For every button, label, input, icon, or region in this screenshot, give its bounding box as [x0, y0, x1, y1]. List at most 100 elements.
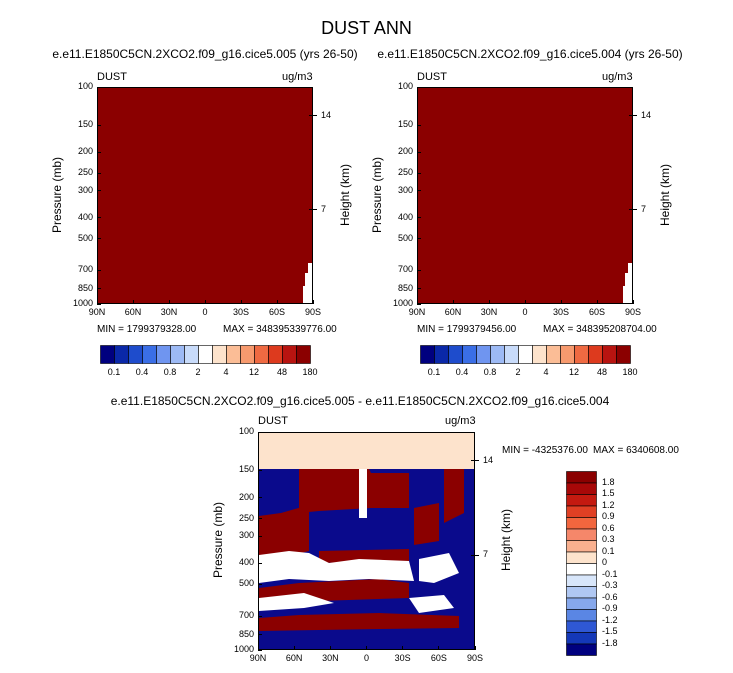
panel-2-colorbar-swatch: [532, 345, 547, 364]
panel-2-colorbar-swatch: [602, 345, 617, 364]
panel-1-xtick-mark: [168, 300, 170, 304]
panel-1-colorbar-label: 0.1: [107, 367, 121, 377]
panel-2-ytick-label: 400: [397, 211, 413, 222]
panel-3-xtick-label: 60S: [430, 653, 447, 663]
panel-2-xtick-mark: [488, 300, 490, 304]
panel-1-left-corner: DUST: [97, 71, 127, 83]
panel-1-colorbar: 0.1 0.4 0.8 2 4 12 48 180: [100, 345, 318, 377]
panel-3-xtick-mark: [366, 646, 367, 650]
panel-3-upper-band: [259, 433, 474, 469]
panel-3-ytick-mark: [258, 469, 262, 471]
panel-3-red-block-2: [299, 469, 409, 513]
panel-1-ytick-label: 200: [77, 146, 93, 157]
panel-1-colorbar-swatch: [114, 345, 129, 364]
panel-3-ytick-mark: [258, 583, 262, 585]
panel-1-xtick-mark: [240, 300, 242, 304]
panel-3-colorbar-swatches: [566, 471, 597, 656]
panel-2-colorbar-swatch: [518, 345, 533, 364]
panel-1-xtick-mark: [276, 300, 278, 304]
panel-3-white-band-2: [419, 553, 459, 583]
panel-1-xtick-label: 60N: [124, 307, 142, 317]
panel-3-colorbar-swatch: [566, 540, 597, 553]
panel-2-colorbar-swatch: [476, 345, 491, 364]
panel-3-ytick-mark: [258, 562, 262, 564]
panel-3-colorbar-swatch: [566, 574, 597, 587]
panel-2-ytick-mark: [417, 303, 421, 305]
panel-1-xtick-label: 30N: [160, 307, 178, 317]
panel-2-fill: [418, 88, 632, 303]
panel-1-ytick-label: 500: [77, 232, 93, 243]
panel-2-ytick-label: 500: [397, 232, 413, 243]
panel-2-xtick-label: 90N: [408, 307, 426, 317]
panel-1-ytick-mark: [97, 124, 101, 126]
panel-2-xtick-label: 0: [522, 307, 528, 317]
panel-2-ytick-mark: [417, 217, 421, 219]
panel-3-left-corner: DUST: [258, 415, 288, 427]
panel-3-colorbar-swatch: [566, 597, 597, 610]
panel-1-colorbar-label: 2: [195, 367, 201, 377]
panel-1-missing-region: [303, 263, 312, 303]
panel-2-colorbar-label: 0.4: [455, 367, 469, 377]
panel-1-ytick-mark: [97, 303, 101, 305]
panel-2-ylabel: Pressure (mb): [370, 157, 384, 234]
panel-3-red-block-5: [259, 613, 459, 631]
panel-3-ytick-label: 300: [238, 530, 254, 540]
panel-2-y2tick-mark: [629, 115, 637, 117]
panel-2-colorbar-swatch: [504, 345, 519, 364]
panel-1-colorbar-swatch: [128, 345, 143, 364]
panel-1-xtick-mark: [132, 300, 134, 304]
panel-3-white-band-3: [259, 593, 334, 611]
panel-3-colorbar-swatch: [566, 620, 597, 633]
panel-1-xtick-label: 60S: [268, 307, 285, 317]
panel-3-colorbar: 1.8 1.5 1.2 0.9 0.6 0.3 0.1 0 -0.1 -0.3 -0.6 -0.9 -1…: [566, 471, 618, 656]
panel-3-ytick-label: 150: [238, 464, 254, 475]
panel-2-colorbar-swatches: [420, 345, 631, 364]
panel-1-ytick-mark: [97, 190, 101, 192]
panel-3-title: e.e11.E1850C5CN.2XCO2.f09_g16.cice5.005 …: [110, 394, 610, 408]
panel-3-y2tick-label: 7: [483, 549, 489, 560]
panel-1-min: MIN = 1799379328.00: [97, 324, 197, 335]
panel-3-colorbar-swatch: [566, 643, 597, 656]
panel-2-y2label: Height (km): [658, 164, 672, 227]
panel-2-xtick-mark: [416, 300, 418, 304]
panel-1-y2tick-label: 14: [321, 109, 332, 120]
panel-3-colorbar-swatch: [566, 471, 597, 484]
panel-3-colorbar-label: -0.6: [602, 591, 618, 602]
panel-1-xtick-mark: [96, 300, 98, 304]
panel-3-xtick-label: 0: [363, 653, 369, 663]
panel-1-xtick-label: 30S: [232, 307, 249, 317]
panel-1-colorbar-swatch: [142, 345, 157, 364]
panel-3-white-band-4: [409, 595, 454, 613]
panel-1-ytick-mark: [97, 151, 101, 153]
panel-1-colorbar-swatch: [170, 345, 185, 364]
panel-1-y2tick-label: 7: [321, 203, 327, 214]
panel-1-ytick-label: 100: [77, 81, 93, 91]
panel-2-colorbar-swatch: [462, 345, 477, 364]
panel-2-y2tick-label: 7: [641, 203, 647, 214]
panel-3-colorbar-label: 0.6: [602, 522, 615, 533]
main-title: DUST ANN: [321, 18, 412, 38]
panel-1-ytick-label: 850: [77, 282, 93, 293]
panel-2-colorbar-label: 12: [568, 367, 579, 377]
panel-1-fill: [98, 88, 312, 303]
panel-1-plot-area: [97, 87, 313, 304]
panel-1-colorbar-swatch: [268, 345, 283, 364]
panel-2-xtick-mark: [560, 300, 562, 304]
panel-3-xtick-mark: [474, 646, 476, 650]
panel-2-ytick-label: 300: [397, 184, 413, 195]
panel-1-xtick-label: 90N: [88, 307, 106, 317]
panel-2-y2tick-label: 14: [641, 109, 652, 120]
panel-3-colorbar-label: 0: [602, 557, 608, 567]
panel-3-xtick-label: 90S: [466, 653, 483, 663]
panel-3-field: [259, 433, 474, 649]
panel-3-xtick-label: 30S: [394, 653, 411, 663]
panel-3-colorbar-swatch: [566, 551, 597, 564]
panel-3-ytick-label: 500: [238, 578, 254, 589]
panel-3-colorbar-label: -0.9: [602, 603, 618, 613]
panel-2-colorbar-swatch: [588, 345, 603, 364]
panel-3-ytick-mark: [258, 535, 262, 537]
panel-3-ytick-mark: [258, 518, 262, 520]
panel-3-red-block-3: [414, 503, 439, 545]
panel-1-colorbar-swatch: [296, 345, 311, 364]
panel-2-colorbar-swatch: [560, 345, 575, 364]
